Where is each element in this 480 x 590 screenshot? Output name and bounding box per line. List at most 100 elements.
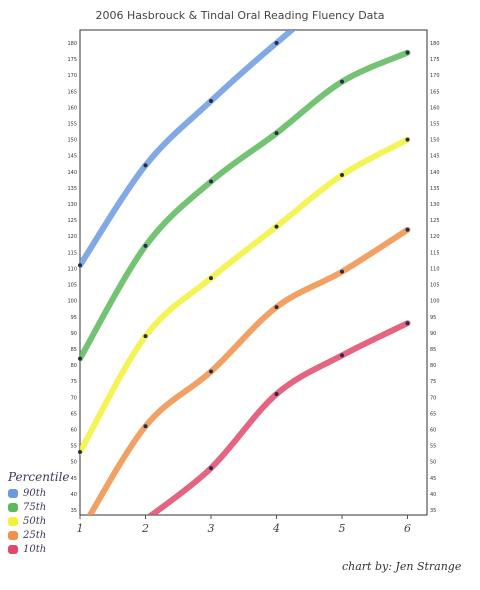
series-line-90th bbox=[80, 30, 297, 269]
y-tick-label-left: 135 bbox=[67, 186, 77, 192]
legend-label-25th: 25th bbox=[23, 529, 47, 541]
y-tick-label-left: 45 bbox=[71, 476, 77, 482]
y-tick-label-right: 175 bbox=[430, 57, 440, 63]
y-tick-label-right: 160 bbox=[430, 105, 440, 111]
y-tick-label-left: 110 bbox=[67, 266, 77, 272]
y-tick-label-left: 105 bbox=[67, 283, 77, 289]
y-tick-label-right: 100 bbox=[430, 299, 440, 305]
y-tick-label-left: 160 bbox=[67, 105, 77, 111]
y-tick-label-right: 115 bbox=[430, 250, 440, 256]
y-tick-label-right: 120 bbox=[430, 234, 440, 240]
data-point-50th bbox=[340, 173, 344, 178]
y-tick-label-right: 75 bbox=[430, 379, 436, 385]
x-tick-label: 2 bbox=[141, 522, 149, 535]
legend-swatch-50th bbox=[8, 516, 18, 526]
y-tick-label-right: 90 bbox=[430, 331, 436, 337]
x-tick-label: 3 bbox=[208, 522, 215, 535]
y-tick-label-left: 125 bbox=[67, 218, 77, 224]
y-tick-label-right: 145 bbox=[430, 154, 440, 160]
y-tick-label-left: 80 bbox=[71, 363, 77, 369]
y-tick-label-left: 90 bbox=[71, 331, 77, 337]
x-tick-label: 5 bbox=[339, 522, 346, 535]
series-line-75th bbox=[80, 49, 411, 362]
data-point-50th bbox=[274, 224, 279, 229]
legend: Percentile 90th 75th 50th 25th 10th bbox=[8, 470, 70, 556]
data-point-75th bbox=[209, 179, 213, 184]
legend-label-50th: 50th bbox=[23, 515, 47, 527]
legend-swatch-90th bbox=[8, 488, 18, 498]
legend-label-10th: 10th bbox=[23, 543, 47, 555]
data-point-75th bbox=[143, 243, 148, 248]
data-point-10th bbox=[209, 466, 213, 471]
chart-title: 2006 Hasbrouck & Tindal Oral Reading Flu… bbox=[95, 9, 385, 22]
y-tick-label-left: 165 bbox=[67, 89, 77, 95]
data-point-90th bbox=[209, 98, 213, 103]
y-tick-label-right: 125 bbox=[430, 218, 440, 224]
y-tick-label-right: 60 bbox=[430, 427, 436, 433]
y-tick-label-right: 85 bbox=[430, 347, 436, 353]
y-tick-label-right: 180 bbox=[430, 41, 440, 47]
data-point-25th bbox=[209, 369, 213, 374]
legend-item-90th: 90th bbox=[8, 486, 70, 500]
y-tick-label-right: 110 bbox=[430, 266, 440, 272]
y-tick-label-left: 145 bbox=[67, 154, 77, 160]
y-tick-label-right: 150 bbox=[430, 138, 440, 144]
y-tick-label-right: 140 bbox=[430, 170, 440, 176]
data-point-25th bbox=[143, 424, 148, 429]
y-tick-label-right: 105 bbox=[430, 283, 440, 289]
legend-item-75th: 75th bbox=[8, 500, 70, 514]
y-tick-label-right: 55 bbox=[430, 444, 436, 450]
y-tick-label-left: 35 bbox=[71, 508, 77, 514]
data-point-90th bbox=[143, 163, 148, 168]
plot-frame bbox=[79, 29, 428, 516]
data-point-50th bbox=[78, 450, 82, 455]
data-point-50th bbox=[209, 276, 213, 281]
y-tick-label-left: 95 bbox=[71, 315, 77, 321]
data-point-10th bbox=[340, 353, 344, 358]
y-tick-label-right: 80 bbox=[430, 363, 436, 369]
y-tick-label-left: 60 bbox=[71, 427, 77, 433]
y-tick-label-left: 55 bbox=[71, 444, 77, 450]
chart-credit: chart by: Jen Strange bbox=[342, 560, 462, 573]
data-point-75th bbox=[274, 131, 279, 136]
y-tick-label-left: 120 bbox=[67, 234, 77, 240]
y-tick-label-right: 65 bbox=[430, 411, 436, 417]
y-tick-label-left: 175 bbox=[67, 57, 77, 63]
data-point-25th bbox=[274, 305, 279, 310]
y-tick-label-left: 70 bbox=[71, 395, 77, 401]
y-tick-label-left: 65 bbox=[71, 411, 77, 417]
y-tick-label-right: 70 bbox=[430, 395, 436, 401]
y-tick-label-right: 130 bbox=[430, 202, 440, 208]
legend-swatch-25th bbox=[8, 530, 18, 540]
legend-item-50th: 50th bbox=[8, 514, 70, 528]
data-point-90th bbox=[78, 263, 82, 268]
data-point-75th bbox=[340, 79, 344, 84]
data-point-10th bbox=[274, 392, 279, 397]
legend-swatch-75th bbox=[8, 502, 18, 512]
legend-item-10th: 10th bbox=[8, 542, 70, 556]
data-point-75th bbox=[405, 50, 410, 55]
series-line-10th bbox=[146, 320, 411, 515]
y-tick-label-right: 135 bbox=[430, 186, 440, 192]
y-tick-label-right: 95 bbox=[430, 315, 436, 321]
y-tick-label-right: 50 bbox=[430, 460, 436, 466]
y-tick-label-left: 50 bbox=[71, 460, 77, 466]
legend-label-75th: 75th bbox=[23, 501, 47, 513]
x-tick-label: 6 bbox=[404, 522, 411, 535]
legend-label-90th: 90th bbox=[23, 487, 47, 499]
y-tick-label-left: 115 bbox=[67, 250, 77, 256]
legend-swatch-10th bbox=[8, 544, 18, 554]
y-tick-label-left: 85 bbox=[71, 347, 77, 353]
y-tick-label-left: 150 bbox=[67, 138, 77, 144]
data-point-50th bbox=[405, 137, 410, 142]
data-point-25th bbox=[405, 227, 410, 232]
y-tick-label-left: 170 bbox=[67, 73, 77, 79]
data-point-75th bbox=[78, 356, 82, 361]
y-tick-label-left: 75 bbox=[71, 379, 77, 385]
y-tick-label-right: 45 bbox=[430, 476, 436, 482]
x-tick-label: 4 bbox=[272, 522, 280, 535]
data-point-50th bbox=[143, 334, 148, 339]
y-tick-label-right: 170 bbox=[430, 73, 440, 79]
y-tick-label-right: 165 bbox=[430, 89, 440, 95]
